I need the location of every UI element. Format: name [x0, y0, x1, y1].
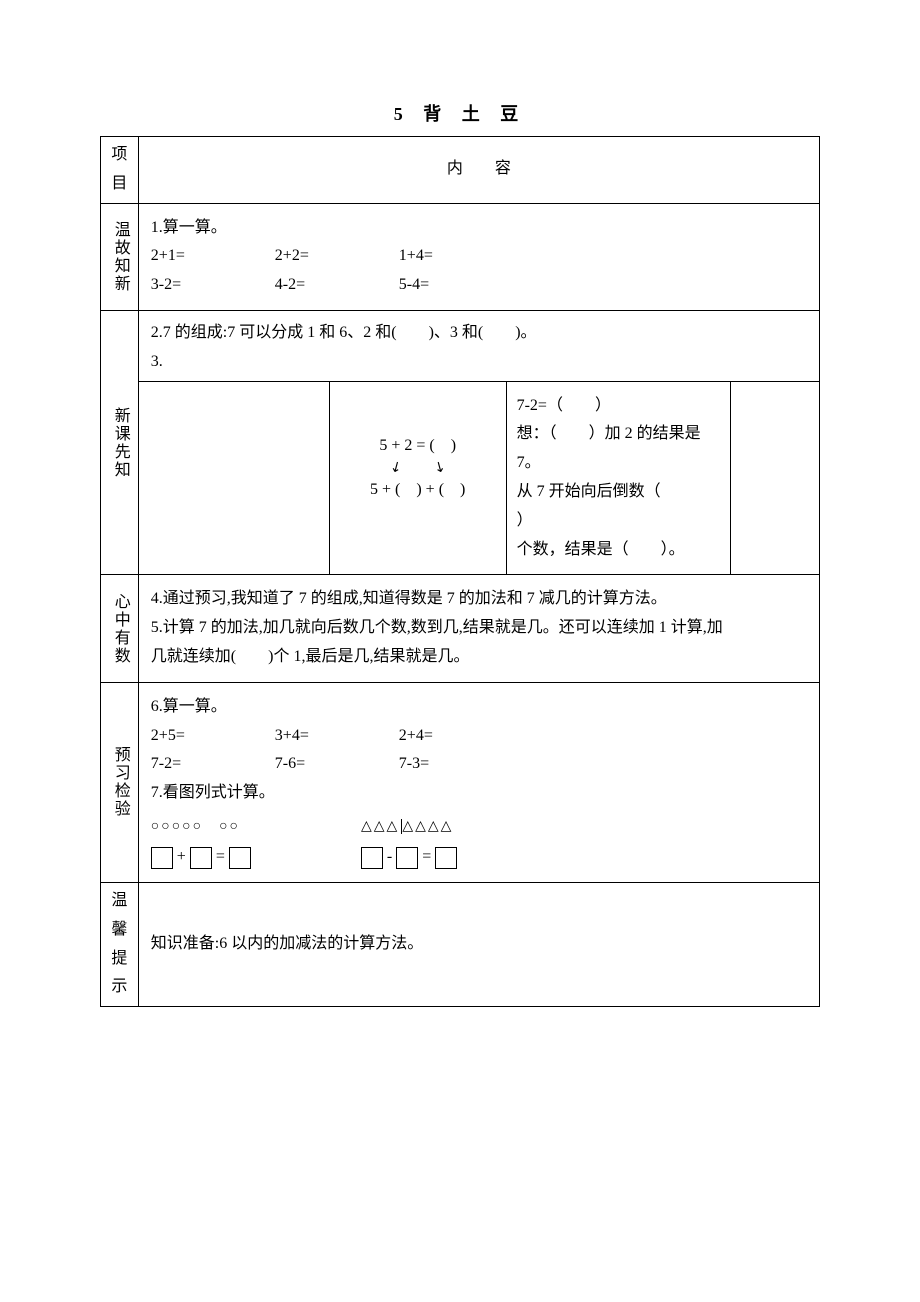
- header-col2: 内 容: [138, 137, 819, 204]
- s4-r2a: 7-2=: [151, 750, 231, 779]
- s4-row1: 2+5= 3+4= 2+4=: [151, 722, 807, 751]
- s1-line1: 1.算一算。: [151, 214, 807, 243]
- s4-line2: 7.看图列式计算。: [151, 779, 807, 808]
- s1-row2: 3-2= 4-2= 5-4=: [151, 271, 807, 300]
- content-wenxin: 知识准备:6 以内的加减法的计算方法。: [138, 882, 819, 1006]
- input-box: [190, 847, 212, 869]
- s4-row2: 7-2= 7-6= 7-3=: [151, 750, 807, 779]
- s4-r2b: 7-6=: [275, 750, 355, 779]
- diagram-arrows: ↙ ↘: [340, 460, 496, 476]
- input-box: [435, 847, 457, 869]
- label-yuxi: 预习检验: [101, 682, 139, 882]
- op-plus: +: [177, 843, 186, 872]
- s2-r-l1: 7-2=（ ）: [517, 392, 720, 421]
- s2-line1: 2.7 的组成:7 可以分成 1 和 6、2 和( )、3 和( )。: [151, 319, 807, 348]
- s1-r2a: 3-2=: [151, 271, 231, 300]
- section-wenxin: 温馨 提示 知识准备:6 以内的加减法的计算方法。: [101, 882, 820, 1006]
- op-eq2: =: [422, 843, 431, 872]
- s1-r2c: 5-4=: [399, 271, 479, 300]
- section-yuxi: 预习检验 6.算一算。 2+5= 3+4= 2+4= 7-2= 7-6= 7-3…: [101, 682, 820, 882]
- input-box: [361, 847, 383, 869]
- triangles-group2: △△△△: [402, 819, 453, 834]
- s4-r2c: 7-3=: [399, 750, 479, 779]
- circles-group: ○○○○○ ○○: [151, 819, 240, 834]
- section-wenguzhixin: 温故知新 1.算一算。 2+1= 2+2= 1+4= 3-2= 4-2= 5-4…: [101, 203, 820, 310]
- s2-r-l5: ）: [517, 507, 720, 536]
- s2-r-l3: 7。: [517, 449, 720, 478]
- page-title: 5 背 土 豆: [100, 100, 820, 126]
- header-row: 项目 内 容: [101, 137, 820, 204]
- wenxin-l2: 提示: [105, 945, 134, 1003]
- wenxin-l1: 温馨: [105, 887, 134, 945]
- s1-r1b: 2+2=: [275, 242, 355, 271]
- s2-diagram-cell: 5 + 2 = ( ) ↙ ↘ 5 + ( ) + ( ): [329, 381, 506, 574]
- shapes-row: ○○○○○ ○○ △△△△△△△: [151, 814, 807, 839]
- diagram-bottom: 5 + ( ) + ( ): [340, 476, 496, 505]
- s2-empty-cell: [139, 381, 329, 574]
- label-xinke: 新课先知: [101, 310, 139, 574]
- label-wenxin: 温馨 提示: [101, 882, 139, 1006]
- s2-right-cell: 7-2=（ ） 想：（ ）加 2 的结果是 7。 从 7 开始向后倒数（ ） 个…: [506, 381, 730, 574]
- s2-r-l2: 想：（ ）加 2 的结果是: [517, 420, 720, 449]
- op-eq: =: [216, 843, 225, 872]
- s1-row1: 2+1= 2+2= 1+4=: [151, 242, 807, 271]
- content-xinke: 2.7 的组成:7 可以分成 1 和 6、2 和( )、3 和( )。 3. 5…: [138, 310, 819, 574]
- s2-line2: 3.: [151, 348, 807, 377]
- s1-r2b: 4-2=: [275, 271, 355, 300]
- s2-r-l6: 个数，结果是（ ）。: [517, 536, 720, 565]
- arrow-left-icon: ↙: [388, 459, 406, 479]
- arrow-right-icon: ↘: [429, 459, 447, 479]
- s2-inner-table: 5 + 2 = ( ) ↙ ↘ 5 + ( ) + ( ) 7-2=（ ） 想：…: [139, 381, 819, 575]
- s4-r1a: 2+5=: [151, 722, 231, 751]
- s3-line3: 几就连续加( )个 1,最后是几,结果就是几。: [151, 643, 807, 672]
- label-xinzhong: 心中有数: [101, 575, 139, 682]
- content-yuxi: 6.算一算。 2+5= 3+4= 2+4= 7-2= 7-6= 7-3= 7.看…: [138, 682, 819, 882]
- s1-r1a: 2+1=: [151, 242, 231, 271]
- box-eq1: + =: [151, 843, 251, 872]
- diagram-top: 5 + 2 = ( ): [340, 432, 496, 461]
- input-box: [396, 847, 418, 869]
- label-wenguzhixin: 温故知新: [101, 203, 139, 310]
- box-eq2: - =: [361, 843, 457, 872]
- s4-line1: 6.算一算。: [151, 693, 807, 722]
- s1-r1c: 1+4=: [399, 242, 479, 271]
- triangles-group1: △△△: [361, 819, 402, 834]
- input-box: [151, 847, 173, 869]
- input-box: [229, 847, 251, 869]
- s2-r-l4: 从 7 开始向后倒数（: [517, 478, 720, 507]
- s3-line1: 4.通过预习,我知道了 7 的组成,知道得数是 7 的加法和 7 减几的计算方法…: [151, 585, 807, 614]
- s3-line2: 5.计算 7 的加法,加几就向后数几个数,数到几,结果就是几。还可以连续加 1 …: [151, 614, 807, 643]
- content-xinzhong: 4.通过预习,我知道了 7 的组成,知道得数是 7 的加法和 7 减几的计算方法…: [138, 575, 819, 682]
- section-xinke: 新课先知 2.7 的组成:7 可以分成 1 和 6、2 和( )、3 和( )。…: [101, 310, 820, 574]
- s4-r1b: 3+4=: [275, 722, 355, 751]
- content-wenguzhixin: 1.算一算。 2+1= 2+2= 1+4= 3-2= 4-2= 5-4=: [138, 203, 819, 310]
- header-col1: 项目: [101, 137, 139, 204]
- box-equations: + = - =: [151, 839, 807, 872]
- s4-r1c: 2+4=: [399, 722, 479, 751]
- s2-empty-cell2: [731, 381, 819, 574]
- main-table: 项目 内 容 温故知新 1.算一算。 2+1= 2+2= 1+4= 3-2= 4…: [100, 136, 820, 1007]
- op-minus: -: [387, 843, 392, 872]
- section-xinzhong: 心中有数 4.通过预习,我知道了 7 的组成,知道得数是 7 的加法和 7 减几…: [101, 575, 820, 682]
